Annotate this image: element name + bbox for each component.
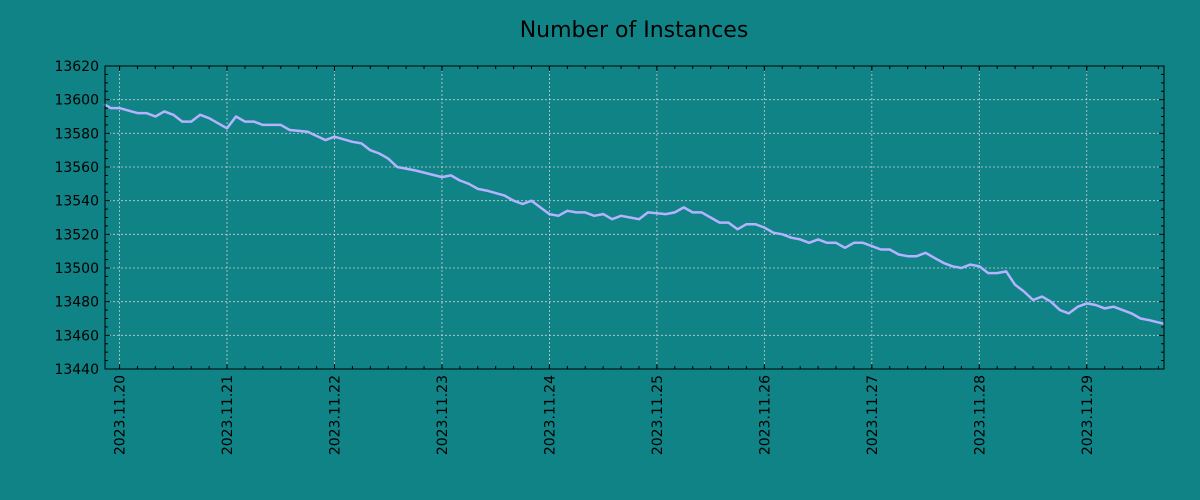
y-tick-label: 13440 xyxy=(54,362,99,378)
y-tick-label: 13540 xyxy=(54,194,99,210)
x-tick-label: 2023.11.25 xyxy=(650,375,666,455)
y-tick-label: 13620 xyxy=(54,59,99,75)
x-axis: 2023.11.20 2023.11.21 2023.11.22 2023.11.23… xyxy=(113,66,1159,455)
chart-title: Number of Instances xyxy=(520,18,749,43)
y-tick-label: 13600 xyxy=(54,93,99,109)
series-line xyxy=(103,103,1165,325)
x-tick-label: 2023.11.22 xyxy=(327,375,343,455)
x-tick-label: 2023.11.28 xyxy=(972,375,988,455)
y-tick-label: 13480 xyxy=(54,295,99,311)
x-tick-label: 2023.11.23 xyxy=(435,375,451,455)
y-tick-label: 13460 xyxy=(54,328,99,344)
x-tick-label: 2023.11.21 xyxy=(220,375,236,455)
x-tick-label: 2023.11.27 xyxy=(865,375,881,455)
data-series xyxy=(103,103,1165,325)
y-tick-label: 13520 xyxy=(54,227,99,243)
x-tick-label: 2023.11.24 xyxy=(542,375,558,455)
y-axis: 13440 13460 13480 13500 13520 13540 13560 13580… xyxy=(54,59,1164,378)
x-tick-label: 2023.11.29 xyxy=(1080,375,1096,455)
y-tick-label: 13560 xyxy=(54,160,99,176)
gridlines xyxy=(105,66,1164,369)
y-tick-label: 13580 xyxy=(54,126,99,142)
x-tick-label: 2023.11.26 xyxy=(757,375,773,455)
x-tick-label: 2023.11.20 xyxy=(113,375,129,455)
y-tick-label: 13500 xyxy=(54,261,99,277)
